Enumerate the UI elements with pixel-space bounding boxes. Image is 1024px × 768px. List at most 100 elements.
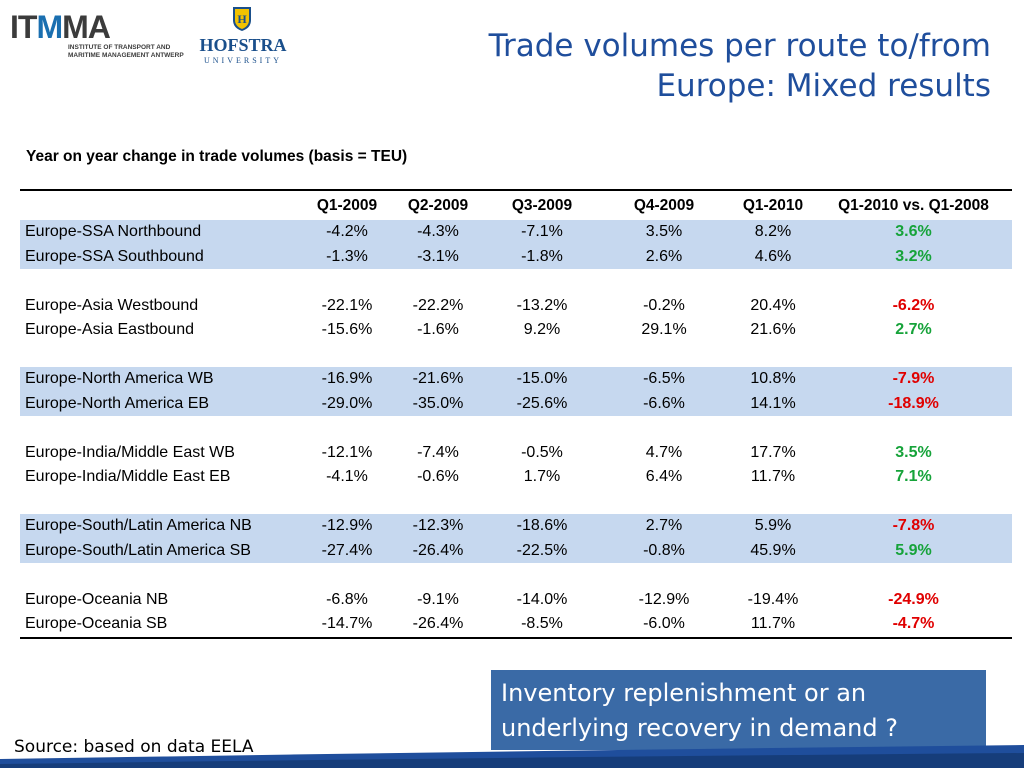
value-cell: 14.1%: [731, 391, 815, 416]
value-cell: -4.1%: [326, 468, 368, 486]
group-spacer: [20, 416, 1012, 441]
table-row: Europe-SSA Southbound -1.3% -3.1% -1.8% 2.6%…: [20, 244, 1012, 269]
group-spacer: [20, 269, 1012, 294]
header-route: [20, 191, 305, 220]
route-name: Europe-India/Middle East EB: [25, 468, 231, 486]
value-cell: -12.3%: [389, 514, 487, 539]
table-row: Europe-Asia Westbound -22.1% -22.2% -13.2% -…: [20, 294, 1012, 319]
change-cell: 5.9%: [815, 538, 1012, 563]
table-row: Europe-North America EB -29.0% -35.0% -25.6…: [20, 391, 1012, 416]
header-change: Q1-2010 vs. Q1-2008: [838, 196, 989, 214]
value-cell: 11.7%: [750, 615, 796, 633]
value-cell: -22.5%: [487, 538, 597, 563]
route-name: Europe-South/Latin America SB: [20, 538, 305, 563]
value-cell: 4.6%: [731, 244, 815, 269]
value-cell: -0.8%: [597, 538, 731, 563]
value-cell: 21.6%: [750, 321, 796, 339]
header-period: Q1-2009: [316, 196, 378, 214]
value-cell: -12.9%: [305, 514, 389, 539]
value-cell: -14.0%: [516, 590, 568, 608]
table-row: Europe-India/Middle East WB -12.1% -7.4% -0…: [20, 441, 1012, 466]
value-cell: -27.4%: [305, 538, 389, 563]
itmma-wordmark: ITMMA: [10, 9, 111, 45]
value-cell: -16.9%: [305, 367, 389, 392]
value-cell: -1.3%: [305, 244, 389, 269]
value-cell: -9.1%: [417, 590, 459, 608]
value-cell: 10.8%: [731, 367, 815, 392]
value-cell: -35.0%: [389, 391, 487, 416]
value-cell: -0.6%: [417, 468, 459, 486]
route-name: Europe-SSA Southbound: [20, 244, 305, 269]
value-cell: -13.2%: [516, 296, 568, 314]
header-period: Q3-2009: [511, 196, 573, 214]
itmma-logo: ITMMA INSTITUTE OF TRANSPORT AND MARITIM…: [10, 10, 185, 62]
route-name: Europe-Asia Eastbound: [25, 321, 194, 339]
value-cell: 6.4%: [645, 468, 683, 486]
route-name: Europe-North America WB: [20, 367, 305, 392]
trade-volume-table: Q1-2009 Q2-2009 Q3-2009 Q4-2009 Q1-2010 Q1-20…: [20, 189, 1012, 639]
change-cell: -7.9%: [815, 367, 1012, 392]
table-row: Europe-North America WB -16.9% -21.6% -15.0…: [20, 367, 1012, 392]
value-cell: -15.6%: [321, 321, 373, 339]
value-cell: -22.2%: [412, 296, 464, 314]
value-cell: -7.1%: [487, 220, 597, 245]
route-name: Europe-South/Latin America NB: [20, 514, 305, 539]
value-cell: -1.6%: [417, 321, 459, 339]
value-cell: 4.7%: [645, 443, 683, 461]
table-row: Europe-SSA Northbound -4.2% -4.3% -7.1% 3.5%…: [20, 220, 1012, 245]
value-cell: 9.2%: [523, 321, 561, 339]
value-cell: -25.6%: [487, 391, 597, 416]
hofstra-shield-icon: H: [233, 7, 251, 31]
value-cell: 20.4%: [750, 296, 796, 314]
group-spacer: [20, 490, 1012, 515]
table-top-rule: [20, 189, 1012, 191]
itmma-subtitle: INSTITUTE OF TRANSPORT AND MARITIME MANA…: [68, 44, 184, 59]
slide-title: Trade volumes per route to/from Europe: …: [488, 28, 991, 104]
header-period: Q4-2009: [633, 196, 695, 214]
table-header-row: Q1-2009 Q2-2009 Q3-2009 Q4-2009 Q1-2010 Q1-20…: [20, 191, 1012, 220]
route-name: Europe-North America EB: [20, 391, 305, 416]
value-cell: -14.7%: [321, 615, 373, 633]
change-cell: -18.9%: [815, 391, 1012, 416]
value-cell: 5.9%: [731, 514, 815, 539]
value-cell: -6.0%: [643, 615, 685, 633]
route-name: Europe-India/Middle East WB: [25, 443, 235, 461]
change-cell: 3.6%: [815, 220, 1012, 245]
value-cell: -7.4%: [417, 443, 459, 461]
value-cell: -4.3%: [389, 220, 487, 245]
value-cell: -26.4%: [389, 538, 487, 563]
value-cell: 3.5%: [597, 220, 731, 245]
table-row: Europe-Oceania SB -14.7% -26.4% -8.5% -6.0% 1…: [20, 612, 1012, 637]
value-cell: -0.5%: [521, 443, 563, 461]
table-row: Europe-Oceania NB -6.8% -9.1% -14.0% -12.9% -…: [20, 588, 1012, 613]
value-cell: -1.8%: [487, 244, 597, 269]
value-cell: -6.5%: [597, 367, 731, 392]
value-cell: -12.9%: [638, 590, 690, 608]
group-spacer: [20, 343, 1012, 368]
value-cell: -6.6%: [597, 391, 731, 416]
change-cell: -4.7%: [892, 615, 935, 633]
svg-text:H: H: [237, 12, 247, 26]
header-period: Q1-2010: [742, 196, 804, 214]
change-cell: -6.2%: [892, 296, 935, 314]
table-bottom-rule: [20, 636, 1012, 639]
value-cell: -21.6%: [389, 367, 487, 392]
table-row: Europe-South/Latin America NB -12.9% -12.3…: [20, 514, 1012, 539]
value-cell: -18.6%: [487, 514, 597, 539]
route-name: Europe-Oceania NB: [25, 590, 169, 608]
change-cell: 3.5%: [895, 443, 932, 461]
source-note: Source: based on data EELA: [14, 737, 254, 757]
table-row: Europe-South/Latin America SB -27.4% -26.4…: [20, 538, 1012, 563]
value-cell: 2.6%: [597, 244, 731, 269]
hofstra-logo: H HOFSTRA UNIVERSITY: [198, 6, 288, 66]
route-name: Europe-SSA Northbound: [20, 220, 305, 245]
change-cell: 3.2%: [815, 244, 1012, 269]
value-cell: -0.2%: [643, 296, 685, 314]
change-cell: 7.1%: [895, 468, 932, 486]
value-cell: -12.1%: [321, 443, 373, 461]
value-cell: 1.7%: [523, 468, 561, 486]
route-name: Europe-Asia Westbound: [25, 296, 199, 314]
hofstra-name: HOFSTRA: [199, 35, 287, 55]
value-cell: -6.8%: [326, 590, 368, 608]
value-cell: 8.2%: [731, 220, 815, 245]
